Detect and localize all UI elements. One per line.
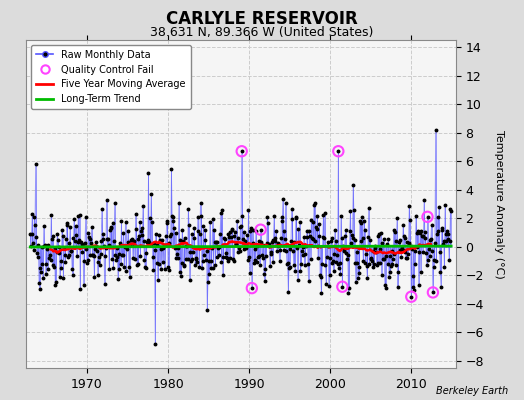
Text: CARLYLE RESERVOIR: CARLYLE RESERVOIR (166, 10, 358, 28)
Y-axis label: Temperature Anomaly (°C): Temperature Anomaly (°C) (494, 130, 504, 278)
Point (248, 285, 256, 291)
Point (338, 284, 346, 290)
Point (429, 289, 437, 296)
Point (423, 214, 432, 220)
Text: Berkeley Earth: Berkeley Earth (436, 386, 508, 396)
Point (334, 148, 343, 154)
Point (256, 226, 265, 233)
Point (407, 294, 416, 300)
Point (237, 148, 246, 154)
Legend: Raw Monthly Data, Quality Control Fail, Five Year Moving Average, Long-Term Tren: Raw Monthly Data, Quality Control Fail, … (31, 45, 191, 109)
Text: 38.631 N, 89.366 W (United States): 38.631 N, 89.366 W (United States) (150, 26, 374, 39)
